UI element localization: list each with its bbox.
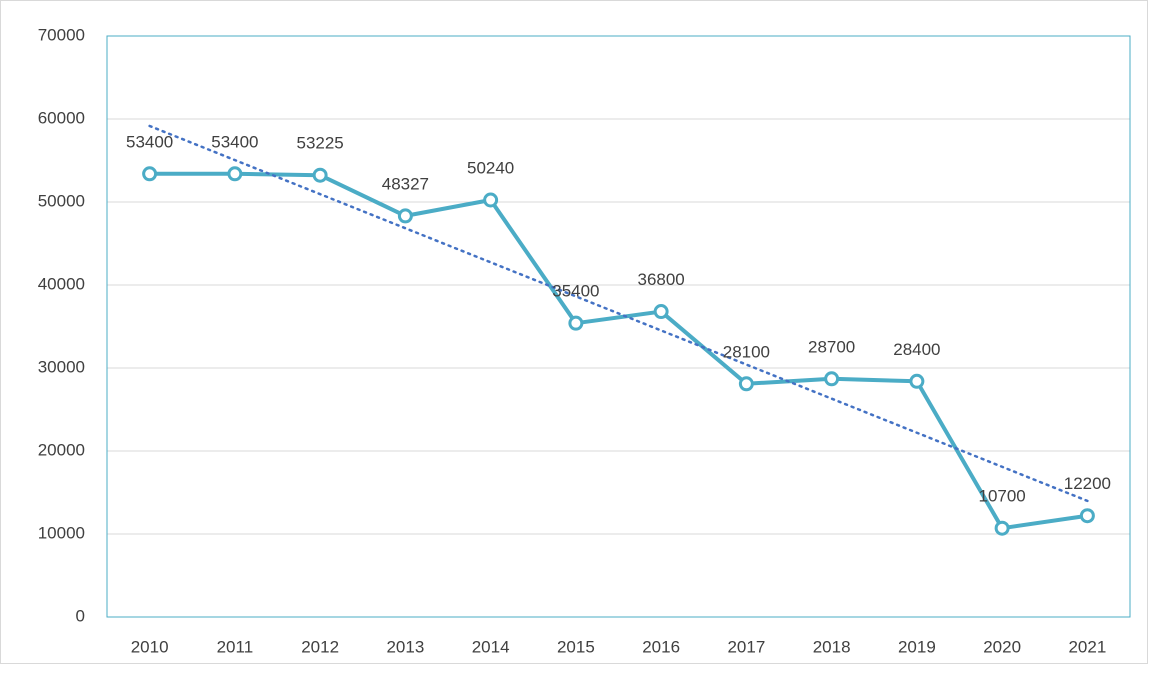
data-label: 48327 [382, 174, 429, 193]
data-label: 53400 [211, 132, 258, 151]
point [568, 315, 584, 331]
point [397, 208, 413, 224]
y-tick-label: 60000 [38, 108, 85, 127]
trendline [148, 124, 1089, 503]
x-tick-label: 2021 [1068, 637, 1106, 656]
x-tick-label: 2018 [813, 637, 851, 656]
data-label: 28400 [893, 340, 940, 359]
point [483, 192, 499, 208]
y-tick-label: 30000 [38, 357, 85, 376]
data-label: 28100 [723, 342, 770, 361]
data-label: 36800 [637, 270, 684, 289]
point [312, 167, 328, 183]
x-tick-label: 2010 [131, 637, 169, 656]
data-label: 10700 [978, 487, 1025, 506]
point [1079, 508, 1095, 524]
point [227, 166, 243, 182]
y-tick-label: 10000 [38, 523, 85, 542]
y-tick-label: 40000 [38, 274, 85, 293]
x-tick-label: 2011 [217, 637, 254, 656]
plot-border [106, 35, 1131, 618]
y-tick-label: 20000 [38, 440, 85, 459]
point [653, 304, 669, 320]
series-line [149, 171, 1088, 531]
x-tick-label: 2019 [898, 637, 936, 656]
x-tick-label: 2013 [386, 637, 424, 656]
y-tick-label: 70000 [38, 25, 85, 44]
x-tick-label: 2015 [557, 637, 595, 656]
x-tick-label: 2020 [983, 637, 1021, 656]
data-label: 53400 [126, 132, 173, 151]
x-tick-label: 2014 [472, 637, 510, 656]
data-label: 12200 [1064, 474, 1111, 493]
x-tick-label: 2016 [642, 637, 680, 656]
point [142, 166, 158, 182]
y-tick-label: 0 [76, 606, 85, 625]
point [738, 376, 754, 392]
x-tick-label: 2017 [727, 637, 765, 656]
y-tick-label: 50000 [38, 191, 85, 210]
x-tick-label: 2012 [301, 637, 339, 656]
data-label: 28700 [808, 337, 855, 356]
point [824, 371, 840, 387]
point [909, 373, 925, 389]
data-label: 53225 [296, 134, 343, 153]
point [994, 520, 1010, 536]
data-label: 50240 [467, 158, 514, 177]
data-label: 35400 [552, 282, 599, 301]
